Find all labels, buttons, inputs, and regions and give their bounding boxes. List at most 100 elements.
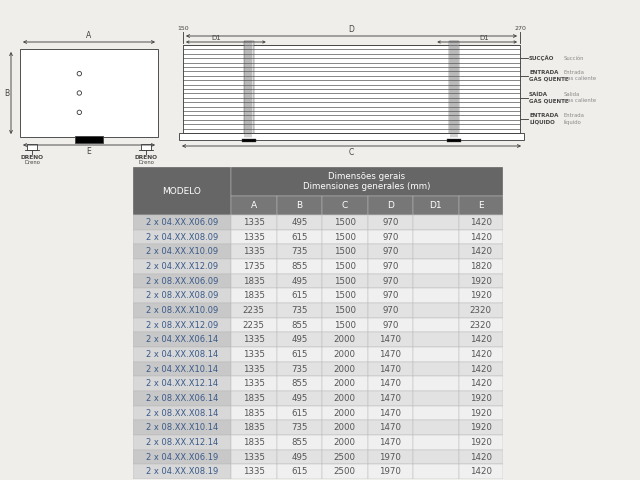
Bar [459, 435, 503, 450]
Bar [459, 376, 503, 391]
Text: 970: 970 [382, 306, 399, 315]
Text: 970: 970 [382, 321, 399, 330]
Bar [322, 318, 367, 332]
Text: 495: 495 [291, 218, 307, 227]
Text: 970: 970 [382, 247, 399, 256]
Text: 735: 735 [291, 306, 308, 315]
Text: 855: 855 [291, 262, 308, 271]
Bar [133, 347, 231, 362]
Bar [459, 303, 503, 318]
Text: 1920: 1920 [470, 408, 492, 418]
Text: 495: 495 [291, 394, 307, 403]
Bar [459, 332, 503, 347]
Text: 495: 495 [291, 276, 307, 286]
Bar [141, 144, 151, 150]
Bar [413, 362, 459, 376]
Text: 1470: 1470 [380, 423, 401, 432]
Text: 1500: 1500 [334, 306, 356, 315]
Text: 270: 270 [514, 26, 526, 31]
Bar [449, 41, 460, 137]
Bar [133, 391, 231, 406]
Text: 1335: 1335 [243, 350, 265, 359]
Text: Entrada
líquido: Entrada líquido [564, 113, 585, 124]
Text: 615: 615 [291, 350, 308, 359]
Text: 2 x 04.XX.X08.19: 2 x 04.XX.X08.19 [146, 467, 218, 476]
Bar [276, 420, 322, 435]
Text: 1500: 1500 [334, 276, 356, 286]
Text: 855: 855 [291, 321, 308, 330]
Text: 2 x 04.XX.X10.14: 2 x 04.XX.X10.14 [146, 364, 218, 373]
Text: 2 x 04.XX.X06.14: 2 x 04.XX.X06.14 [146, 335, 218, 344]
Bar [322, 347, 367, 362]
Text: 2320: 2320 [470, 321, 492, 330]
Text: 2 x 08.XX.X12.09: 2 x 08.XX.X12.09 [146, 321, 218, 330]
Text: 735: 735 [291, 247, 308, 256]
Bar [322, 332, 367, 347]
Bar [459, 230, 503, 244]
Bar [276, 288, 322, 303]
Text: 1500: 1500 [334, 291, 356, 300]
Bar [322, 259, 367, 274]
Bar [231, 215, 276, 230]
Bar [322, 376, 367, 391]
Bar [133, 435, 231, 450]
Text: 2320: 2320 [470, 306, 492, 315]
Text: 2 x 04.XX.X12.09: 2 x 04.XX.X12.09 [146, 262, 218, 271]
Text: 1470: 1470 [380, 379, 401, 388]
Text: 2000: 2000 [334, 379, 356, 388]
Bar [20, 49, 158, 137]
Bar [276, 376, 322, 391]
Bar [231, 318, 276, 332]
Bar [367, 420, 413, 435]
Bar [322, 196, 367, 215]
Text: 2 x 08.XX.X08.14: 2 x 08.XX.X08.14 [146, 408, 218, 418]
Bar [413, 347, 459, 362]
Text: E: E [86, 146, 92, 156]
Bar [231, 391, 276, 406]
Bar [183, 45, 520, 133]
Text: 2235: 2235 [243, 306, 265, 315]
Text: 1470: 1470 [380, 364, 401, 373]
Text: 615: 615 [291, 467, 308, 476]
Bar [276, 259, 322, 274]
Bar [413, 196, 459, 215]
Bar [367, 406, 413, 420]
Text: D1: D1 [480, 35, 490, 40]
Bar [413, 406, 459, 420]
Bar [459, 420, 503, 435]
Text: 1420: 1420 [470, 379, 492, 388]
Bar [322, 362, 367, 376]
Text: SUCÇÃO: SUCÇÃO [529, 55, 554, 61]
Bar [276, 332, 322, 347]
Text: 1820: 1820 [470, 262, 492, 271]
Text: 2 x 08.XX.X12.14: 2 x 08.XX.X12.14 [146, 438, 218, 447]
Text: 2 x 04.XX.X08.14: 2 x 04.XX.X08.14 [146, 350, 218, 359]
Bar [367, 347, 413, 362]
Text: Salida
gas caliente: Salida gas caliente [564, 93, 596, 103]
Bar [133, 167, 231, 215]
Bar [367, 259, 413, 274]
Text: 1470: 1470 [380, 394, 401, 403]
Text: 2500: 2500 [334, 467, 356, 476]
Text: 1920: 1920 [470, 291, 492, 300]
Bar [367, 288, 413, 303]
Text: DRENO: DRENO [134, 155, 157, 160]
Bar [413, 391, 459, 406]
Text: D: D [349, 25, 355, 35]
Text: 2000: 2000 [334, 394, 356, 403]
Text: D1: D1 [429, 201, 442, 210]
Bar [231, 420, 276, 435]
Bar [276, 215, 322, 230]
Bar [231, 376, 276, 391]
Text: A: A [251, 201, 257, 210]
Text: ENTRADA
GÁS QUENTE: ENTRADA GÁS QUENTE [529, 70, 568, 82]
Bar [231, 288, 276, 303]
Bar [231, 332, 276, 347]
Bar [231, 303, 276, 318]
Text: 1335: 1335 [243, 364, 265, 373]
Text: 1500: 1500 [334, 247, 356, 256]
Text: 1470: 1470 [380, 350, 401, 359]
Bar [276, 303, 322, 318]
Text: 970: 970 [382, 232, 399, 241]
Bar [133, 230, 231, 244]
